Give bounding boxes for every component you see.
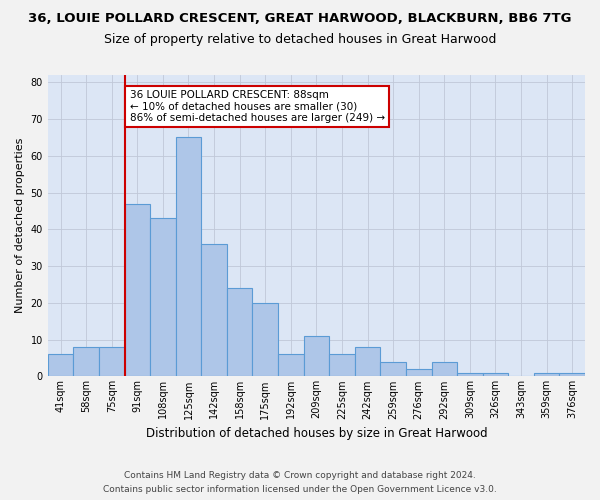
Text: Contains HM Land Registry data © Crown copyright and database right 2024.: Contains HM Land Registry data © Crown c… bbox=[124, 472, 476, 480]
Bar bbox=[406, 369, 431, 376]
Bar bbox=[534, 372, 559, 376]
Bar bbox=[329, 354, 355, 376]
Bar bbox=[201, 244, 227, 376]
Y-axis label: Number of detached properties: Number of detached properties bbox=[15, 138, 25, 314]
Bar bbox=[278, 354, 304, 376]
Bar bbox=[482, 372, 508, 376]
X-axis label: Distribution of detached houses by size in Great Harwood: Distribution of detached houses by size … bbox=[146, 427, 487, 440]
Text: 36, LOUIE POLLARD CRESCENT, GREAT HARWOOD, BLACKBURN, BB6 7TG: 36, LOUIE POLLARD CRESCENT, GREAT HARWOO… bbox=[28, 12, 572, 26]
Bar bbox=[73, 347, 99, 376]
Bar bbox=[150, 218, 176, 376]
Bar bbox=[227, 288, 253, 376]
Bar bbox=[355, 347, 380, 376]
Bar bbox=[431, 362, 457, 376]
Text: Contains public sector information licensed under the Open Government Licence v3: Contains public sector information licen… bbox=[103, 484, 497, 494]
Bar bbox=[125, 204, 150, 376]
Bar bbox=[253, 303, 278, 376]
Bar bbox=[176, 138, 201, 376]
Text: Size of property relative to detached houses in Great Harwood: Size of property relative to detached ho… bbox=[104, 32, 496, 46]
Bar bbox=[380, 362, 406, 376]
Bar bbox=[99, 347, 125, 376]
Bar bbox=[457, 372, 482, 376]
Text: 36 LOUIE POLLARD CRESCENT: 88sqm
← 10% of detached houses are smaller (30)
86% o: 36 LOUIE POLLARD CRESCENT: 88sqm ← 10% o… bbox=[130, 90, 385, 123]
Bar bbox=[559, 372, 585, 376]
Bar bbox=[304, 336, 329, 376]
Bar bbox=[48, 354, 73, 376]
